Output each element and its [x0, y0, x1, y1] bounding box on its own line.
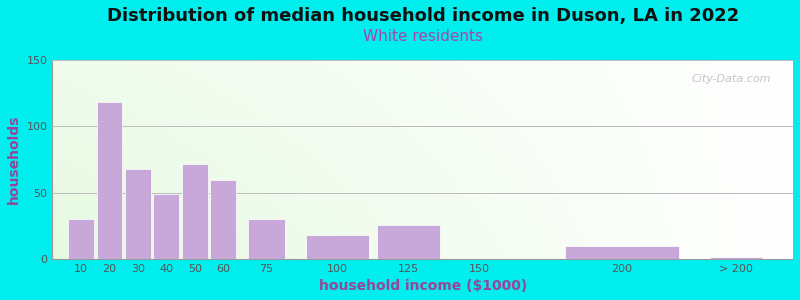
Bar	[710, 257, 762, 259]
Y-axis label: households: households	[7, 115, 21, 204]
Bar	[377, 225, 440, 259]
Text: City-Data.com: City-Data.com	[691, 74, 771, 84]
Bar	[68, 219, 94, 259]
Bar	[210, 179, 236, 259]
Bar	[97, 102, 122, 259]
Bar	[247, 219, 285, 259]
Bar	[182, 164, 208, 259]
X-axis label: household income ($1000): household income ($1000)	[318, 279, 527, 293]
Bar	[125, 169, 150, 259]
Text: White residents: White residents	[362, 29, 482, 44]
Bar	[565, 246, 679, 259]
Bar	[306, 236, 369, 259]
Title: Distribution of median household income in Duson, LA in 2022: Distribution of median household income …	[106, 7, 739, 25]
Bar	[154, 194, 179, 259]
